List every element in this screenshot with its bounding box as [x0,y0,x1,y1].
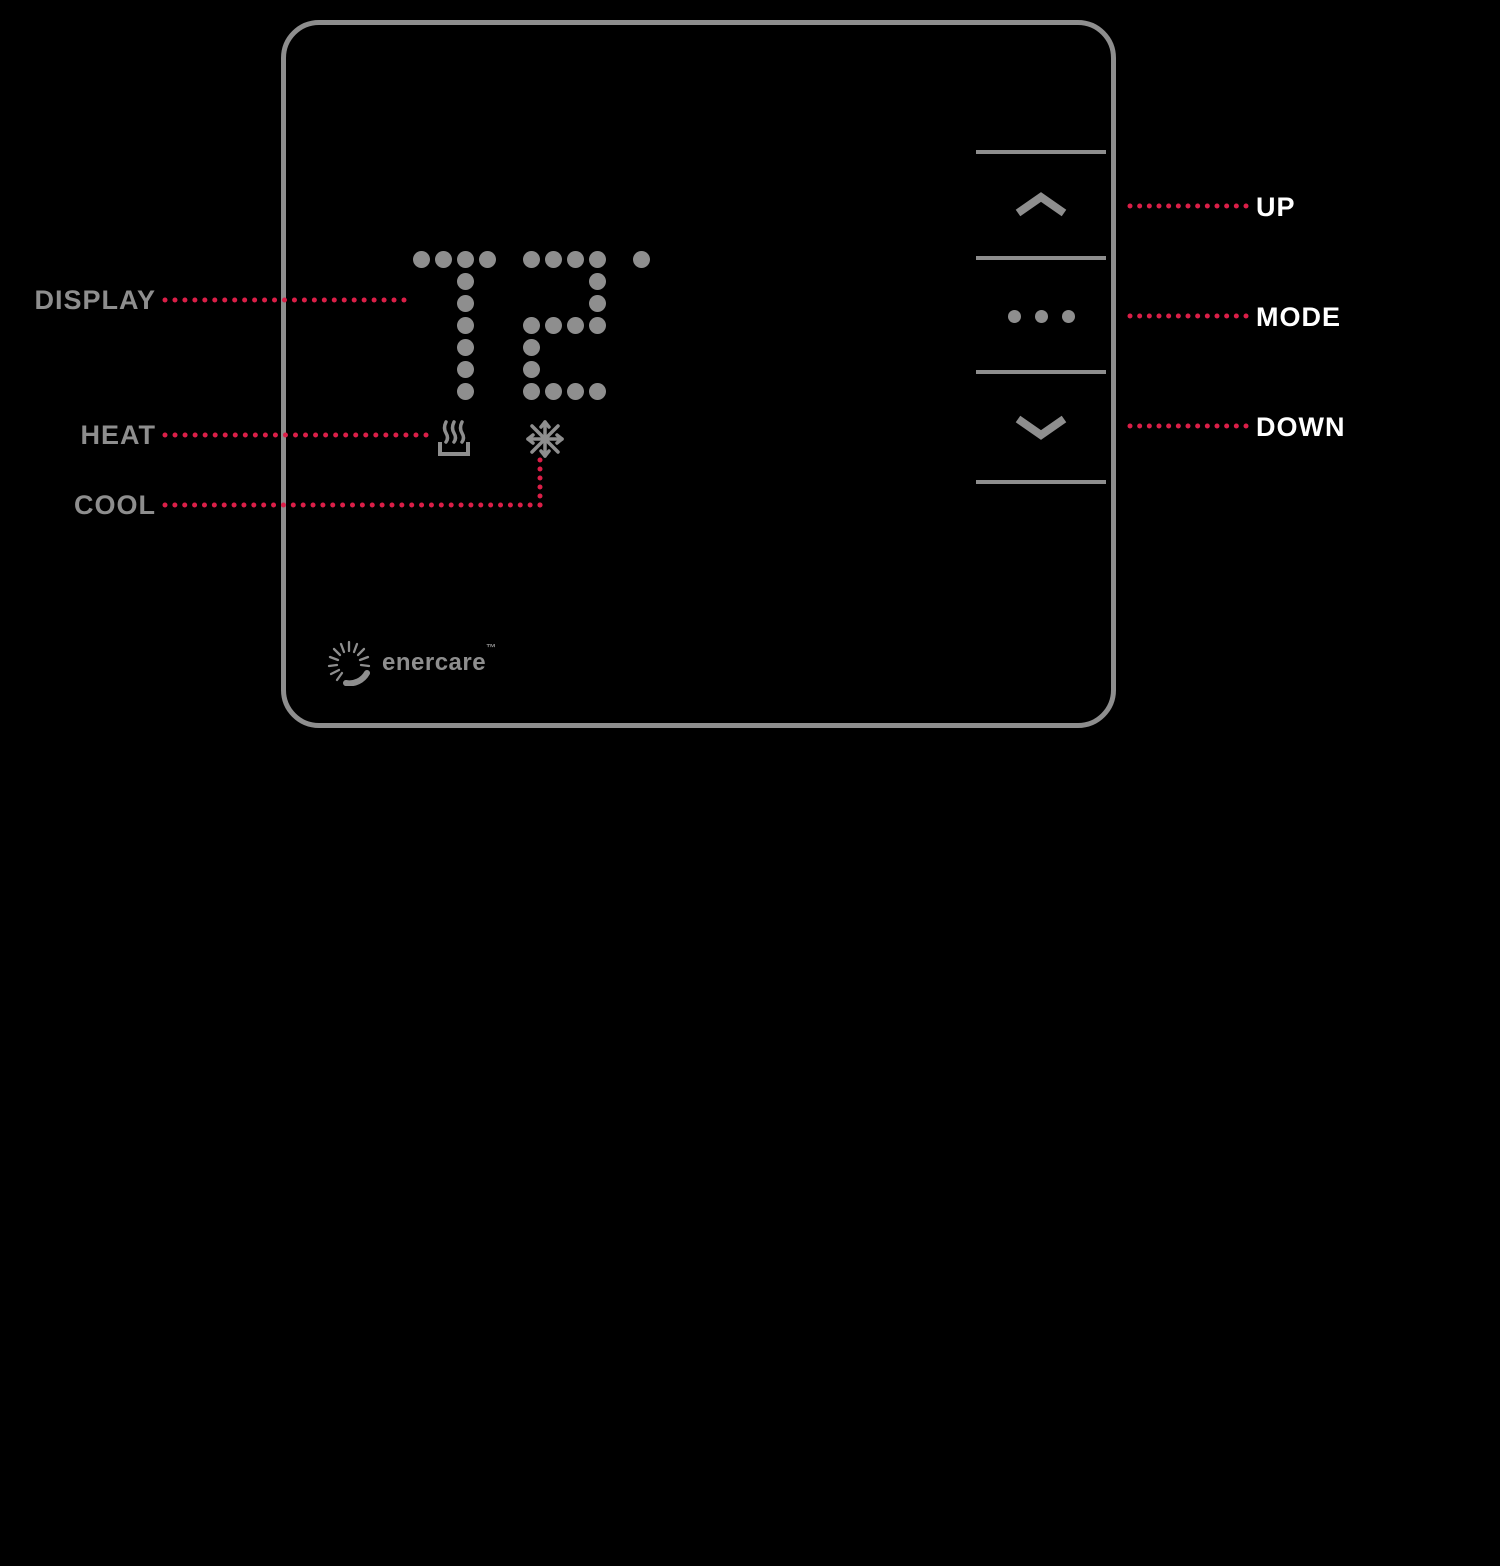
brand-logo: enercare™ [326,640,497,686]
callout-label-cool: COOL [74,490,156,521]
mode-button[interactable] [1008,310,1075,323]
mode-dot [1008,310,1021,323]
temperature-display [410,248,674,402]
heat-icon [434,418,474,463]
down-button[interactable] [1006,407,1076,452]
thermostat-device [281,20,1116,728]
mode-dot [1062,310,1075,323]
callout-label-mode: MODE [1256,302,1341,333]
logo-text: enercare™ [382,649,497,677]
callout-label-up: UP [1256,192,1296,223]
diagram-canvas: enercare™ DISPLAY HEAT COOL UP MODE DOWN [0,0,1500,1566]
logo-swirl-icon [326,640,372,686]
mode-dot [1035,310,1048,323]
up-button[interactable] [1006,185,1076,230]
snowflake-icon [524,418,566,465]
callout-label-display: DISPLAY [34,285,156,316]
callout-label-down: DOWN [1256,412,1345,443]
callout-label-heat: HEAT [81,420,157,451]
